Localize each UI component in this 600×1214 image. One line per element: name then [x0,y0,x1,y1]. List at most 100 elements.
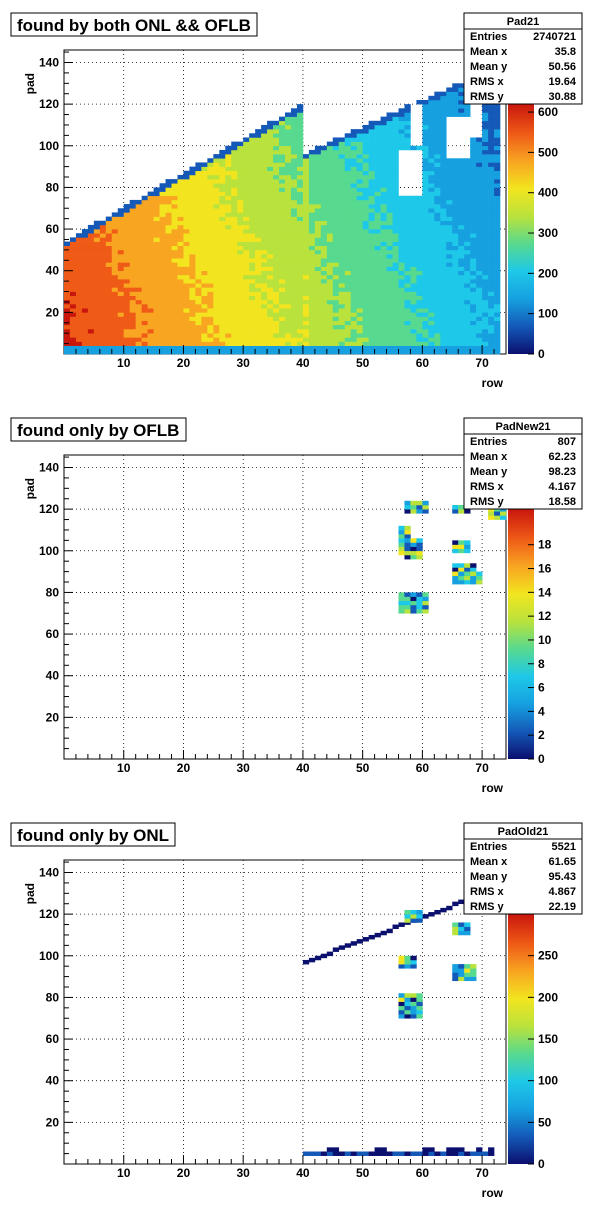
x-tick-label: 50 [356,761,370,775]
heatmap-cell [332,299,340,305]
heatmap-cell [141,212,148,217]
heatmap-cell [326,241,334,247]
heatmap-cell [123,262,131,267]
heatmap-cell [344,158,352,163]
heatmap-cell [147,312,154,317]
heatmap-cell [398,249,405,255]
heatmap-cell [356,262,363,267]
heatmap-cell [225,224,232,230]
heatmap-cell [213,266,220,272]
heatmap-cell [464,204,471,209]
heatmap-cell [452,964,459,969]
heatmap-cell [338,341,346,346]
heatmap-cell [398,312,405,317]
heatmap-cell [356,349,363,355]
heatmap-cell [141,258,148,263]
heatmap-cell [470,141,477,147]
heatmap-cell [488,515,495,520]
heatmap-cell [434,220,441,226]
heatmap-cell [404,308,411,313]
heatmap-cell [231,187,238,192]
heatmap-cell [99,266,107,272]
heatmap-cell [99,349,107,355]
heatmap-cell [279,233,286,238]
heatmap-cell [410,955,417,961]
heatmap-cell [290,133,298,138]
heatmap-cell [464,216,471,222]
heatmap-cell [171,220,178,226]
heatmap-cell [320,324,328,330]
heatmap-cell [69,308,77,313]
heatmap-cell [380,299,387,305]
heatmap-cell [398,112,405,117]
heatmap-cell [446,104,453,109]
heatmap-cell [356,199,363,205]
heatmap-cell [261,220,268,226]
heatmap-cell [267,183,274,188]
heatmap-cell [249,216,256,222]
heatmap-cell [314,195,322,201]
heatmap-cell [207,179,214,184]
heatmap-cell [141,237,148,242]
heatmap-cell [267,299,274,305]
heatmap-cell [482,262,489,267]
heatmap-cell [452,901,459,907]
heatmap-cell [482,224,489,230]
heatmap-cell [446,266,453,272]
heatmap-cell [446,208,453,213]
heatmap-cell [123,324,131,330]
heatmap-cell [398,534,405,539]
heatmap-cell [87,279,95,284]
heatmap-cell [255,262,262,267]
heatmap-cell [476,220,483,226]
heatmap-cell [64,308,71,313]
heatmap-cell [129,337,136,342]
heatmap-cell [279,245,286,251]
heatmap-cell [386,216,393,222]
heatmap-cell [404,141,411,147]
heatmap-cell [111,329,119,334]
heatmap-cell [440,233,447,238]
heatmap-cell [356,270,363,276]
heatmap-cell [452,195,459,201]
heatmap-cell [314,183,322,188]
heatmap-cell [296,137,304,142]
heatmap-cell [314,324,322,330]
heatmap-cell [392,199,399,205]
heatmap-cell [440,295,447,301]
heatmap-cell [201,308,208,313]
heatmap-cell [344,308,352,313]
heatmap-cell [231,329,238,334]
heatmap-cell [494,274,501,280]
heatmap-cell [428,99,435,105]
heatmap-cell [296,183,304,188]
heatmap-cell [404,212,411,217]
heatmap-cell [64,254,71,259]
heatmap-cell [440,99,447,105]
y-tick-label: 40 [46,1074,60,1088]
heatmap-cell [368,283,375,288]
heatmap-cell [434,116,441,122]
heatmap-cell [183,349,190,355]
heatmap-cell [374,283,381,288]
heatmap-cell [195,324,202,330]
heatmap-cell [488,1147,495,1152]
heatmap-cell [201,304,208,309]
heatmap-cell [452,295,459,301]
heatmap-cell [374,166,381,172]
stats-value: 19.64 [548,76,576,88]
heatmap-cell [482,183,489,188]
heatmap-cell [428,233,435,238]
heatmap-cell [476,304,483,309]
heatmap-cell [87,349,95,355]
heatmap-cell [308,220,316,226]
heatmap-cell [368,233,375,238]
heatmap-cell [476,137,483,142]
heatmap-cell [416,993,423,998]
heatmap-cell [237,279,244,284]
heatmap-cell [386,349,393,355]
heatmap-cell [464,166,471,172]
heatmap-cell [261,199,268,205]
heatmap-cell [470,295,477,301]
heatmap-cell [141,337,148,342]
